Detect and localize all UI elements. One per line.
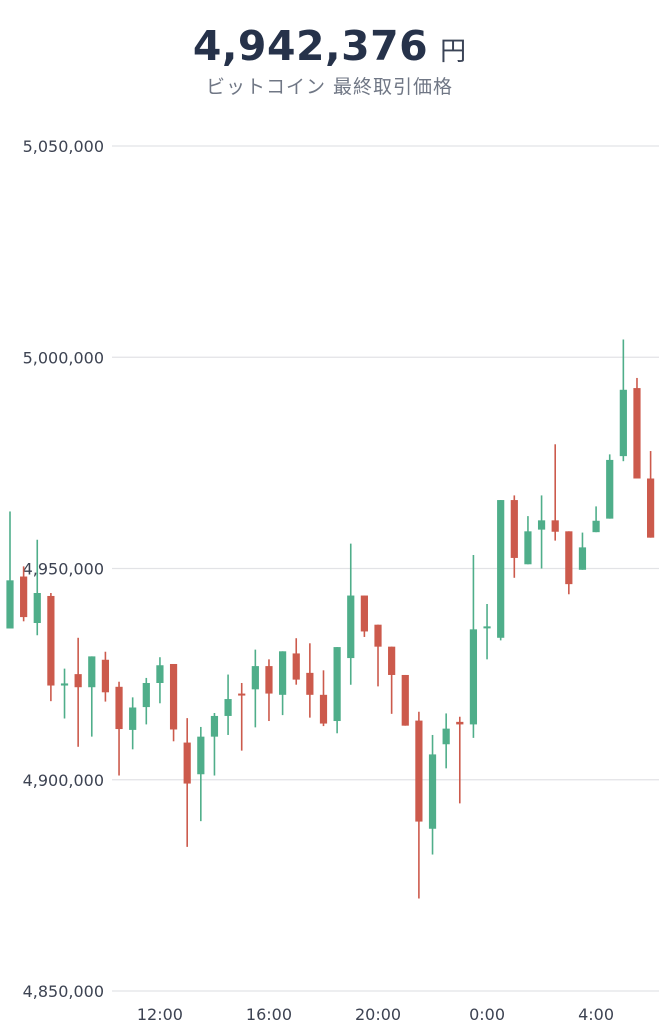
- y-axis-labels: 5,050,000 5,000,000 4,950,000 4,900,000 4,85…: [23, 137, 104, 1001]
- candle-down: [388, 646, 396, 714]
- y-tick-label: 5,050,000: [23, 137, 104, 156]
- candle-up: [279, 651, 287, 716]
- candle-up: [606, 454, 614, 519]
- y-gridlines: [112, 145, 659, 992]
- y-tick-label: 5,000,000: [23, 348, 104, 367]
- candle-up: [469, 554, 478, 738]
- candle-down: [20, 566, 28, 622]
- currency-unit: 円: [440, 37, 467, 67]
- candle-up: [428, 734, 437, 855]
- candle-up: [197, 726, 205, 822]
- candles: [6, 339, 655, 899]
- candle-down: [115, 681, 123, 776]
- candle-down: [374, 624, 382, 687]
- candle-up: [442, 713, 450, 769]
- x-axis-labels: 12:00 16:00 20:00 0:00 4:00: [137, 1005, 614, 1024]
- candle-up: [592, 506, 600, 533]
- candle-down: [565, 531, 573, 595]
- candle-down: [74, 637, 82, 747]
- candle-up: [6, 511, 14, 629]
- x-tick-label: 20:00: [355, 1005, 401, 1024]
- candle-down: [415, 711, 423, 899]
- candle-down: [510, 495, 518, 578]
- candle-up: [60, 668, 69, 719]
- candle-down: [183, 718, 191, 847]
- candle-down: [360, 595, 368, 637]
- y-tick-label: 4,850,000: [23, 982, 104, 1001]
- candle-down: [169, 663, 178, 742]
- x-tick-label: 16:00: [246, 1005, 292, 1024]
- candle-up: [210, 712, 219, 776]
- candle-down: [319, 670, 328, 727]
- candle-down: [306, 643, 314, 718]
- candle-up: [156, 657, 164, 704]
- candle-down: [292, 638, 300, 685]
- candle-up: [537, 495, 546, 569]
- candle-up: [33, 539, 41, 636]
- candle-up: [251, 649, 259, 728]
- candle-down: [647, 451, 655, 538]
- last-price: 4,942,376: [192, 22, 429, 70]
- y-tick-label: 4,950,000: [23, 560, 104, 579]
- candle-up: [333, 647, 341, 734]
- candle-up: [347, 543, 355, 685]
- x-tick-label: 12:00: [137, 1005, 183, 1024]
- candle-down: [238, 682, 246, 751]
- candle-down: [633, 377, 641, 479]
- price-subtitle: ビットコイン 最終取引価格: [205, 76, 454, 98]
- candle-down: [551, 444, 559, 541]
- candle-up: [578, 532, 587, 570]
- candle-up: [497, 500, 505, 641]
- candle-up: [129, 697, 137, 750]
- candle-up: [142, 677, 150, 725]
- candle-up: [224, 674, 232, 735]
- x-tick-label: 4:00: [578, 1005, 614, 1024]
- candle-down: [401, 674, 409, 726]
- candle-down: [101, 651, 110, 702]
- y-tick-label: 4,900,000: [23, 771, 104, 790]
- x-tick-label: 0:00: [469, 1005, 505, 1024]
- candle-up: [524, 516, 532, 565]
- candle-up: [88, 656, 96, 737]
- candle-down: [265, 659, 273, 722]
- candle-up: [483, 603, 491, 660]
- candle-down: [456, 716, 464, 804]
- candle-up: [619, 339, 627, 462]
- price-header: 4,942,376 円 ビットコイン 最終取引価格: [0, 22, 659, 99]
- candle-down: [47, 593, 55, 702]
- price-line: 4,942,376 円: [0, 22, 659, 70]
